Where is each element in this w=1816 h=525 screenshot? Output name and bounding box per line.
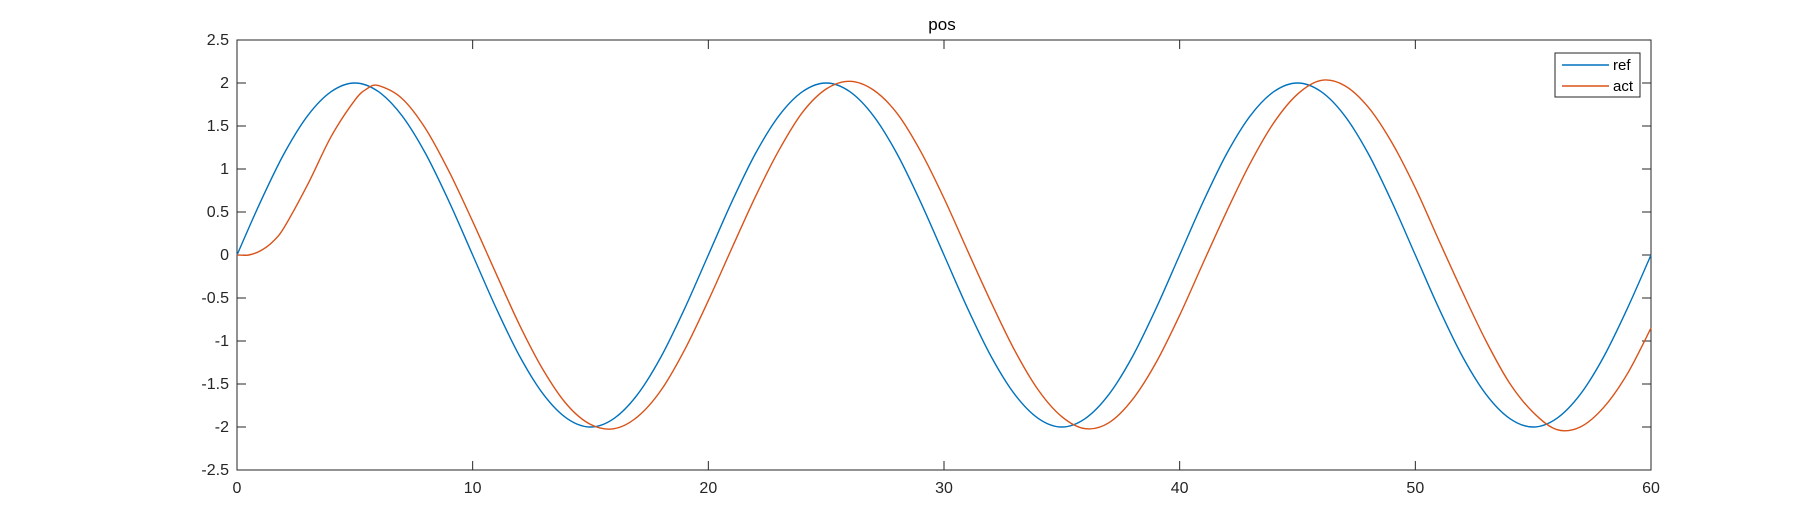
y-tick-label: 2.5: [207, 32, 229, 49]
series-line-ref: [236, 82, 1652, 428]
series-line-act: [236, 79, 1652, 432]
legend-label-ref: ref: [1613, 57, 1631, 74]
x-tick-label: 50: [1406, 480, 1424, 497]
x-tick-label: 10: [464, 480, 482, 497]
y-tick-label: -0.5: [201, 290, 229, 307]
y-tick-label: 1.5: [207, 118, 229, 135]
axis-ticks: 0 10 20 30 40 50 60 2.5 2 1.5 1 0.5 0 -0.5 -1 -1.5 -2 -2.…: [201, 32, 1660, 497]
y-tick-label: 1: [220, 161, 229, 178]
y-tick-label: 0: [220, 247, 229, 264]
y-tick-label: -1: [215, 333, 229, 350]
legend-label-act: act: [1613, 78, 1634, 95]
x-tick-label: 0: [233, 480, 242, 497]
x-tick-label: 60: [1642, 480, 1660, 497]
series-lines: [236, 79, 1652, 432]
y-tick-label: -2: [215, 419, 229, 436]
chart-title: pos: [928, 15, 955, 34]
y-tick-label: -2.5: [201, 462, 229, 479]
y-tick-label: 2: [220, 75, 229, 92]
x-tick-label: 30: [935, 480, 953, 497]
x-tick-label: 40: [1171, 480, 1189, 497]
legend: ref act: [1554, 52, 1641, 98]
y-tick-label: 0.5: [207, 204, 229, 221]
legend-box: [1554, 52, 1641, 98]
x-tick-label: 20: [699, 480, 717, 497]
y-tick-label: -1.5: [201, 376, 229, 393]
